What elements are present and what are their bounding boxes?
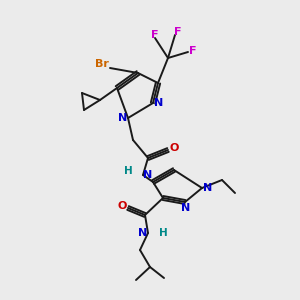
Text: N: N: [203, 183, 213, 193]
Text: H: H: [124, 166, 132, 176]
Text: Br: Br: [95, 59, 109, 69]
Text: H: H: [159, 228, 167, 238]
Text: F: F: [189, 46, 197, 56]
Text: N: N: [182, 203, 190, 213]
Text: N: N: [138, 228, 148, 238]
Text: O: O: [169, 143, 179, 153]
Text: F: F: [174, 27, 182, 37]
Text: F: F: [151, 30, 159, 40]
Text: N: N: [143, 170, 153, 180]
Text: O: O: [117, 201, 127, 211]
Text: N: N: [154, 98, 164, 108]
Text: N: N: [118, 113, 127, 123]
